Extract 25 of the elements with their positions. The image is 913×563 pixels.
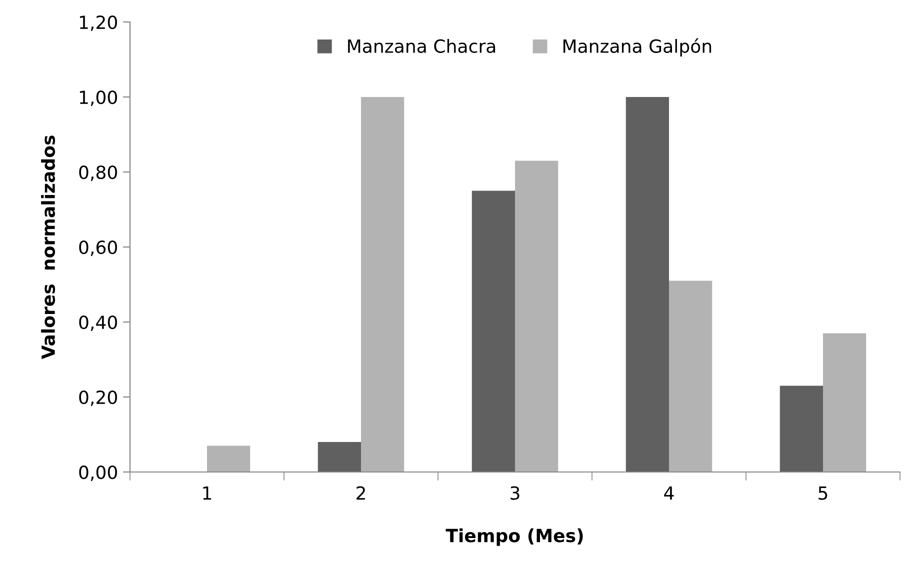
bar <box>780 386 823 472</box>
y-tick-label: 1,00 <box>80 90 117 106</box>
bar <box>669 280 712 472</box>
y-axis-title: Valores normalizados <box>41 136 56 360</box>
y-tick-label: 0,40 <box>79 315 117 331</box>
x-tick-label: 2 <box>356 486 365 500</box>
legend-label: Manzana Galpón <box>563 38 712 56</box>
x-axis-title: Tiempo (Mes) <box>446 528 583 546</box>
bar <box>472 190 515 472</box>
x-tick-label: 5 <box>818 486 828 500</box>
y-tick-label: 1,20 <box>80 15 117 31</box>
bar <box>361 97 404 472</box>
y-tick-label: 0,80 <box>79 165 117 181</box>
legend-label: Manzana Chacra <box>348 38 496 53</box>
y-tick-label: 0,20 <box>79 390 117 406</box>
x-tick-label: 1 <box>203 486 212 500</box>
bar <box>626 97 669 472</box>
bar <box>207 446 250 472</box>
bar <box>318 442 361 472</box>
y-tick-label: 0,00 <box>79 465 117 481</box>
x-tick-label: 3 <box>510 486 520 500</box>
bar <box>515 160 558 472</box>
x-tick-label: 4 <box>664 486 674 500</box>
y-tick-label: 0,60 <box>79 240 117 256</box>
bar <box>823 333 866 472</box>
